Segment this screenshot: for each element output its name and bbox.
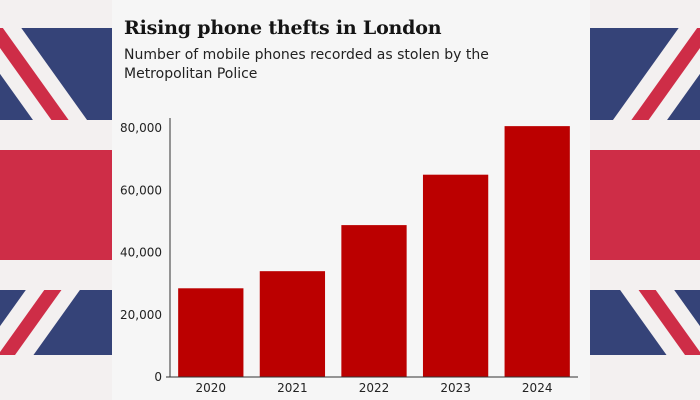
chart-card: Rising phone thefts in London Number of … — [112, 0, 590, 400]
y-tick-label: 20,000 — [120, 308, 162, 322]
bar — [259, 271, 326, 377]
x-tick-label: 2020 — [196, 381, 227, 395]
x-tick-label: 2021 — [277, 381, 308, 395]
y-tick-label: 40,000 — [120, 246, 162, 260]
bar — [504, 126, 570, 377]
x-tick-label: 2022 — [359, 381, 390, 395]
x-tick-label: 2023 — [440, 381, 471, 395]
union-flag-left-image — [0, 0, 120, 400]
y-tick-label: 60,000 — [120, 183, 162, 197]
chart-title: Rising phone thefts in London — [124, 17, 442, 39]
y-tick-label: 80,000 — [120, 121, 162, 135]
bar-chart: 0 20,000 40,000 60,000 80,000 2020 2021 2022 202… — [120, 118, 578, 395]
union-flag-right-image — [580, 0, 700, 400]
chart-subtitle: Number of mobile phones recorded as stol… — [124, 47, 489, 82]
bar — [341, 225, 407, 377]
bar — [178, 288, 244, 377]
y-tick-label: 0 — [154, 370, 162, 384]
x-tick-label: 2024 — [522, 381, 553, 395]
bar — [422, 174, 489, 377]
